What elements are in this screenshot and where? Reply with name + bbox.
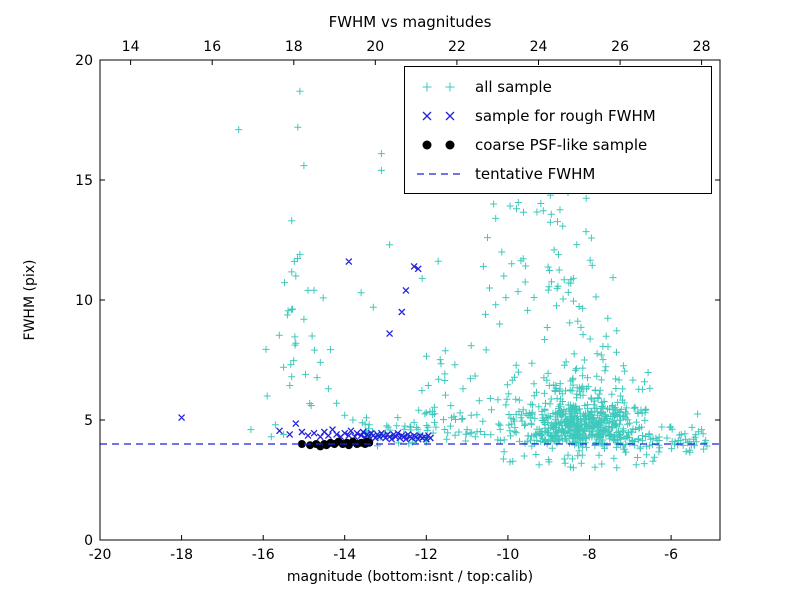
dot-marker-icon [413, 134, 465, 156]
legend-label: coarse PSF-like sample [475, 135, 648, 154]
svg-text:20: 20 [366, 39, 384, 55]
legend-label: tentative FWHM [475, 164, 596, 183]
svg-text:5: 5 [84, 413, 93, 429]
svg-text:0: 0 [84, 533, 93, 549]
legend-item-psf-sample: coarse PSF-like sample [413, 130, 703, 159]
svg-text:-18: -18 [170, 547, 193, 563]
x-axis-label: magnitude (bottom:isnt / top:calib) [286, 569, 534, 585]
svg-text:-8: -8 [583, 547, 597, 563]
svg-text:-10: -10 [496, 547, 519, 563]
svg-text:18: 18 [285, 39, 303, 55]
y-axis-label: FWHM (pix) [22, 259, 38, 341]
legend-label: sample for rough FWHM [475, 106, 656, 125]
svg-text:-16: -16 [252, 547, 275, 563]
svg-text:-12: -12 [415, 547, 438, 563]
svg-text:15: 15 [75, 173, 93, 189]
legend: all sample sample for rough FWHM coarse … [404, 66, 712, 194]
svg-text:10: 10 [75, 293, 93, 309]
svg-text:20: 20 [75, 53, 93, 69]
svg-text:14: 14 [122, 39, 140, 55]
x-marker-icon [413, 105, 465, 127]
svg-text:-14: -14 [333, 547, 356, 563]
plus-marker-icon [413, 76, 465, 98]
legend-item-all-sample: all sample [413, 72, 703, 101]
legend-item-tentative-fwhm: tentative FWHM [413, 159, 703, 188]
dashed-line-icon [413, 163, 465, 185]
svg-text:-6: -6 [664, 547, 678, 563]
legend-label: all sample [475, 77, 552, 96]
svg-text:28: 28 [693, 39, 711, 55]
chart-title: FWHM vs magnitudes [328, 13, 492, 31]
svg-text:-20: -20 [89, 547, 112, 563]
svg-text:24: 24 [530, 39, 548, 55]
svg-text:16: 16 [203, 39, 221, 55]
svg-text:26: 26 [611, 39, 629, 55]
svg-text:22: 22 [448, 39, 466, 55]
legend-item-rough-fwhm: sample for rough FWHM [413, 101, 703, 130]
